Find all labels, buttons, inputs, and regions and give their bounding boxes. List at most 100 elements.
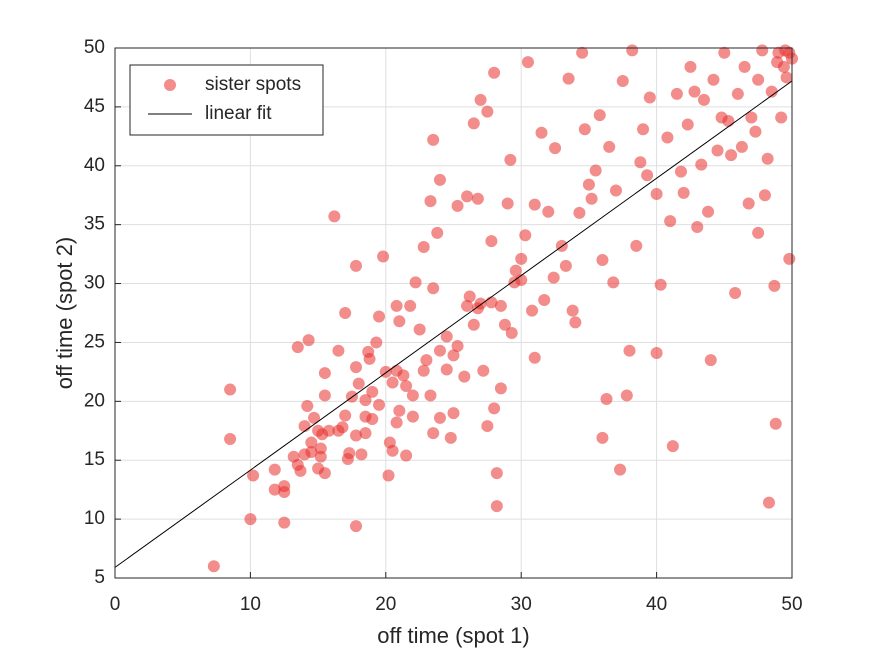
point — [674, 165, 687, 178]
point — [735, 140, 748, 153]
point — [637, 123, 650, 136]
point — [494, 299, 507, 312]
y-tick-label: 45 — [84, 96, 105, 117]
point — [596, 431, 609, 444]
point — [775, 111, 788, 124]
x-tick-label: 10 — [240, 594, 261, 615]
point — [661, 131, 674, 144]
point — [477, 364, 490, 377]
point — [339, 409, 352, 422]
point — [490, 467, 503, 480]
point — [738, 60, 751, 73]
point — [771, 56, 784, 69]
point — [318, 389, 331, 402]
point — [433, 344, 446, 357]
point — [467, 318, 480, 331]
point — [244, 513, 257, 526]
point — [549, 142, 562, 155]
point — [366, 413, 379, 425]
point — [515, 274, 528, 287]
point — [363, 352, 376, 365]
point — [424, 195, 437, 208]
marks — [114, 44, 798, 573]
point — [373, 310, 386, 323]
point — [501, 197, 514, 210]
point — [762, 496, 775, 509]
point — [440, 330, 453, 343]
point — [768, 279, 781, 292]
x-tick-label: 40 — [646, 594, 667, 615]
point — [404, 299, 417, 312]
point — [409, 276, 422, 289]
point — [582, 178, 595, 191]
y-tick-label: 25 — [84, 331, 105, 352]
point — [339, 307, 352, 319]
point — [490, 500, 503, 513]
point — [427, 427, 440, 440]
point — [542, 205, 555, 218]
point — [620, 389, 633, 402]
point — [291, 341, 304, 354]
point — [427, 133, 440, 146]
point — [350, 520, 363, 533]
point — [547, 271, 560, 284]
point — [350, 361, 363, 374]
point — [614, 463, 627, 476]
point — [424, 389, 437, 402]
point — [538, 294, 551, 307]
point — [352, 377, 365, 390]
point — [224, 433, 237, 446]
point — [355, 448, 368, 461]
point — [609, 184, 622, 197]
point — [461, 299, 474, 312]
legend-label: sister spots — [205, 74, 301, 95]
point — [521, 56, 534, 69]
point — [431, 226, 444, 239]
point — [417, 364, 430, 377]
point — [509, 264, 522, 277]
y-tick-label: 20 — [84, 390, 105, 411]
point — [207, 560, 220, 573]
point — [603, 140, 616, 153]
point — [302, 334, 315, 347]
point — [504, 153, 517, 166]
point — [458, 370, 471, 383]
point — [463, 290, 476, 303]
y-tick-label: 10 — [84, 508, 105, 529]
point — [535, 126, 548, 139]
point — [350, 259, 363, 272]
point — [650, 347, 663, 360]
point — [451, 339, 464, 352]
point — [318, 367, 331, 380]
point — [370, 336, 383, 349]
point — [758, 189, 771, 202]
point — [471, 302, 484, 315]
point — [505, 327, 518, 340]
y-tick-label: 15 — [84, 449, 105, 470]
point — [427, 282, 440, 295]
point — [677, 186, 690, 199]
plot-frame — [114, 47, 793, 579]
legend-marker — [164, 79, 176, 91]
point — [314, 442, 327, 455]
y-tick-label: 5 — [94, 567, 105, 588]
point — [779, 44, 792, 57]
point — [526, 304, 539, 317]
point — [589, 164, 602, 177]
point — [783, 252, 796, 265]
point — [573, 206, 586, 219]
point — [684, 60, 697, 73]
point — [467, 117, 480, 130]
point — [752, 226, 765, 239]
legend-box — [129, 64, 324, 136]
point — [393, 404, 406, 417]
point — [406, 389, 419, 402]
point — [515, 252, 528, 265]
point — [643, 91, 656, 104]
point — [780, 71, 793, 84]
point — [485, 235, 498, 248]
point — [224, 383, 237, 396]
point — [366, 385, 379, 398]
